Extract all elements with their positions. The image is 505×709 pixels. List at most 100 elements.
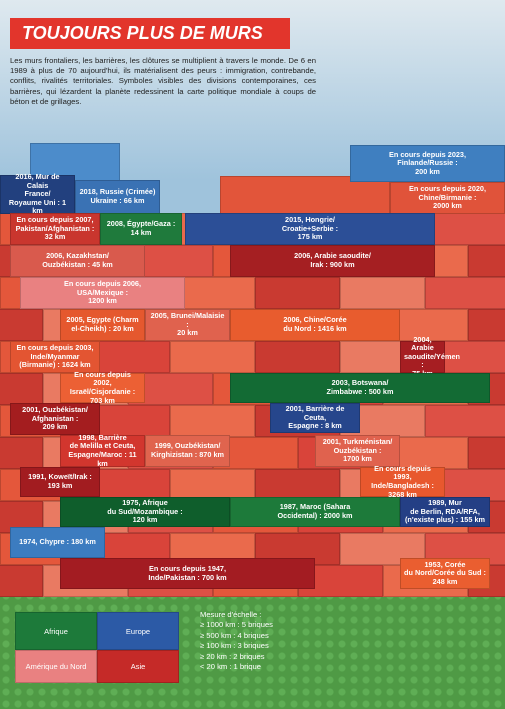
wall-brick: En cours depuis 1947, Inde/Pakistan : 700… bbox=[60, 558, 315, 589]
wall-label: 1991, Koweït/Irak : bbox=[28, 472, 92, 482]
wall-label: 2000 km bbox=[433, 201, 462, 211]
wall-label: 2003, Botswana/ bbox=[331, 378, 389, 388]
wall-label: En cours depuis 2002, bbox=[74, 369, 131, 388]
wall-label: 1200 km bbox=[88, 296, 117, 306]
wall-label: 2004, Arabie bbox=[411, 334, 434, 353]
wall-label: 20 km bbox=[177, 328, 198, 338]
wall-label: France/ bbox=[24, 189, 51, 199]
wall-brick: 2003, Botswana/Zimbabwe : 500 km bbox=[230, 373, 490, 403]
wall-label: 2015, Hongrie/ bbox=[285, 215, 335, 225]
wall-label: Espagne : 8 km bbox=[288, 421, 342, 431]
wall-brick: En cours depuis 2006, USA/Mexique :1200 k… bbox=[20, 277, 185, 309]
wall-label: 248 km bbox=[432, 576, 458, 586]
scale-item: ≥ 500 km : 4 briques bbox=[200, 630, 269, 640]
wall-label: 14 km bbox=[130, 228, 152, 237]
wall-label: 1989, Mur bbox=[428, 498, 462, 508]
wall-label: Croatie+Serbie : bbox=[281, 223, 339, 233]
wall-label: saoudite/Yémen : bbox=[404, 351, 460, 370]
wall-label: 1999, Ouzbékistan/ bbox=[154, 441, 221, 451]
wall-brick: 2018, Russie (Crimée) Ukraine : 66 km bbox=[75, 180, 160, 214]
wall-label: 2001, Turkménistan/ bbox=[322, 437, 393, 447]
wall-label: 1987, Maroc (Sahara bbox=[279, 502, 351, 512]
wall-brick: En cours depuis 1993, Inde/Bangladesh :32… bbox=[360, 463, 445, 499]
wall-label: 3268 km bbox=[388, 489, 417, 499]
wall-label: Ukraine : 66 km bbox=[90, 196, 145, 205]
intro: Les murs frontaliers, les barrières, les… bbox=[10, 56, 316, 106]
wall-label: 200 km bbox=[415, 166, 440, 176]
wall-brick: 2016, Mur de Calais France/Royaume Uni : … bbox=[0, 172, 75, 216]
filler-brick bbox=[170, 341, 255, 373]
wall-label: de Melilla et Ceuta, bbox=[69, 441, 136, 451]
wall-label: En cours depuis 1947, bbox=[148, 563, 227, 573]
wall-label: Chine/Birmanie : bbox=[418, 192, 477, 202]
wall-brick: En cours depuis 2003, Inde/Myanmar (Birman… bbox=[10, 341, 100, 373]
wall-brick: En cours depuis 2002, Israël/Cisjordanie … bbox=[60, 369, 145, 405]
scale-item: ≥ 20 km : 2 briques bbox=[200, 651, 265, 661]
baseplate bbox=[0, 590, 505, 709]
wall-label: Royaume Uni : 1 km bbox=[8, 197, 67, 216]
wall-label: 703 km bbox=[90, 395, 115, 405]
wall-label: Israël/Cisjordanie : bbox=[69, 387, 136, 396]
scale-item: ≥ 100 km : 3 briques bbox=[200, 641, 269, 651]
wall-label: 1974, Chypre : 180 km bbox=[19, 537, 96, 547]
wall-label: 1975, Afrique bbox=[122, 498, 168, 508]
scale-item: < 20 km : 1 brique bbox=[200, 662, 261, 672]
wall-label: USA/Mexique : bbox=[76, 287, 129, 297]
wall-brick: 1987, Maroc (Sahara Occidental) : 2000 km bbox=[230, 497, 400, 527]
filler-brick bbox=[468, 245, 505, 277]
wall-label: Pakistan/Afghanistan : bbox=[15, 223, 95, 233]
filler-brick bbox=[340, 277, 425, 309]
wall-brick: 1991, Koweït/Irak :193 km bbox=[20, 467, 100, 497]
wall-label: Inde/Myanmar bbox=[30, 351, 80, 361]
wall-label: 2018, Russie (Crimée) bbox=[79, 187, 156, 197]
wall-label: En cours depuis 2020, bbox=[408, 184, 487, 194]
wall-brick: 2006, Chine/Corée du Nord : 1416 km bbox=[230, 309, 400, 341]
wall-label: En cours depuis 1993, bbox=[374, 463, 431, 482]
filler-brick bbox=[425, 405, 505, 437]
filler-brick bbox=[220, 176, 390, 214]
wall-label: Occidental) : 2000 km bbox=[277, 511, 353, 520]
filler-brick bbox=[0, 565, 43, 597]
legend-brick: Asie bbox=[97, 650, 179, 683]
filler-brick bbox=[468, 437, 505, 469]
wall-brick: 1999, Ouzbékistan/Kirghizistan : 870 km bbox=[145, 435, 230, 467]
filler-brick bbox=[0, 437, 43, 469]
scale-item: ≥ 1000 km : 5 briques bbox=[200, 620, 273, 630]
filler-brick bbox=[425, 277, 505, 309]
filler-brick bbox=[170, 405, 255, 437]
wall-label: 32 km bbox=[44, 232, 66, 242]
wall-label: Finlande/Russie : bbox=[397, 158, 458, 168]
wall-brick: 2001, Turkménistan/Ouzbékistan :1700 km bbox=[315, 435, 400, 467]
title: TOUJOURS PLUS DE MURS bbox=[10, 18, 290, 49]
wall-label: el-Cheikh) : 20 km bbox=[71, 324, 134, 333]
wall-brick: En cours depuis 2007, Pakistan/Afghanista… bbox=[10, 213, 100, 245]
wall-brick: 2015, Hongrie/Croatie+Serbie :175 km bbox=[185, 213, 435, 245]
wall-label: 120 km bbox=[132, 515, 158, 525]
wall-label: 2005, Egypte (Charm bbox=[66, 315, 139, 325]
wall-brick: 1975, Afrique du Sud/Mozambique :120 km bbox=[60, 497, 230, 527]
filler-brick bbox=[255, 277, 340, 309]
wall-label: En cours depuis 2006, bbox=[63, 279, 142, 289]
wall-label: 2006, Chine/Corée bbox=[283, 315, 347, 325]
scale: Mesure d'échelle : ≥ 1000 km : 5 briques… bbox=[200, 610, 273, 672]
filler-brick bbox=[468, 309, 505, 341]
wall-label: 193 km bbox=[47, 481, 73, 490]
wall-label: (n'existe plus) : 155 km bbox=[404, 515, 485, 525]
legend-brick: Afrique bbox=[15, 612, 97, 650]
wall-label: de Berlin, RDA/RFA, bbox=[410, 506, 480, 516]
wall-label: En cours depuis 2003, bbox=[16, 343, 94, 353]
wall-brick: 2005, Brunei/Malaisie :20 km bbox=[145, 309, 230, 341]
wall-label: Espagne/Maroc : 11 km bbox=[68, 450, 137, 468]
wall-label: Kirghizistan : 870 km bbox=[151, 450, 224, 459]
wall-brick: En cours depuis 2023, Finlande/Russie :20… bbox=[350, 145, 505, 182]
wall-label: Zimbabwe : 500 km bbox=[326, 387, 394, 396]
filler-brick bbox=[425, 213, 505, 245]
filler-brick bbox=[0, 373, 43, 405]
wall-brick: 1998, Barrière de Melilla et Ceuta, Espagn… bbox=[60, 433, 145, 468]
wall-label: (Birmanie) : 1624 km bbox=[19, 360, 91, 370]
wall-label: Ouzbékistan : 45 km bbox=[42, 260, 113, 269]
wall-brick: 2005, Egypte (Charm el-Cheikh) : 20 km bbox=[60, 309, 145, 341]
wall-label: 209 km bbox=[42, 422, 68, 432]
